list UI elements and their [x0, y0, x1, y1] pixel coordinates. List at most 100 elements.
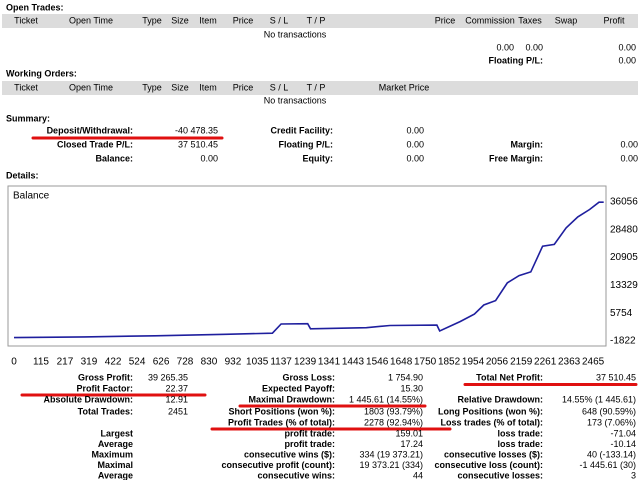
stat-label: Gross Loss: [282, 372, 335, 382]
stat-label: consecutive losses: [457, 470, 543, 480]
stat-label: Average [98, 439, 133, 449]
total-value: 0.00 [525, 42, 543, 52]
stat-label: Loss trades (% of total): [440, 417, 543, 427]
stat-value: 3 [631, 470, 636, 480]
stat-value: 2451 [168, 406, 188, 416]
x-tick-label: 1239 [294, 357, 317, 368]
field-value: 0.00 [200, 153, 218, 163]
total-value: 0.00 [618, 42, 636, 52]
section-title: Open Trades: [6, 2, 64, 12]
stat-value: -71.04 [610, 428, 636, 438]
chart-frame [7, 185, 607, 347]
stat-value: 2278 (92.94%) [364, 417, 423, 427]
x-tick-label: 1750 [414, 357, 437, 368]
column-header: Item [199, 82, 217, 92]
field-label: Free Margin: [489, 153, 543, 163]
stat-value: 334 (19 373.21) [359, 449, 423, 459]
x-tick-label: 422 [105, 357, 122, 368]
field-label: Equity: [303, 153, 334, 163]
x-tick-label: 2363 [558, 357, 581, 368]
section-title: Summary: [6, 113, 50, 123]
stat-value: 12.91 [165, 394, 188, 404]
y-tick-label: 13329 [610, 280, 638, 291]
stat-label: Long Positions (won %): [438, 406, 543, 416]
stat-value: -1 445.61 (30) [579, 460, 636, 470]
stat-value: 17.24 [400, 439, 423, 449]
section-title: Details: [6, 170, 39, 180]
x-tick-label: 1648 [390, 357, 413, 368]
stat-value: 39 265.35 [148, 372, 188, 382]
x-tick-label: 2261 [534, 357, 557, 368]
x-tick-label: 830 [201, 357, 218, 368]
field-value: 37 510.45 [178, 139, 218, 149]
field-label: Floating P/L: [279, 139, 334, 149]
stat-label: Short Positions (won %): [229, 406, 336, 416]
x-tick-label: 1443 [342, 357, 365, 368]
field-value: 0.00 [406, 139, 424, 149]
stat-value: 1803 (93.79%) [364, 406, 423, 416]
field-label: Balance: [95, 153, 133, 163]
stat-label: loss trade: [497, 439, 543, 449]
column-header: Open Time [69, 82, 113, 92]
stat-value: 40 (-133.14) [587, 449, 636, 459]
balance-line [13, 201, 604, 339]
stat-label: profit trade: [285, 439, 336, 449]
stat-label: Relative Drawdown: [457, 394, 543, 404]
stat-label: consecutive wins ($): [244, 449, 335, 459]
x-tick-label: 0 [11, 357, 17, 368]
column-header: S / L [270, 15, 289, 25]
stat-label: Total Net Profit: [476, 372, 543, 382]
column-header: Ticket [14, 15, 38, 25]
column-header: Commission [465, 15, 515, 25]
x-tick-label: 319 [81, 357, 98, 368]
header-bar [2, 81, 638, 95]
x-tick-label: 2056 [486, 357, 509, 368]
section-title: Working Orders: [6, 68, 77, 78]
stat-value: 22.37 [165, 383, 188, 393]
x-tick-label: 1341 [318, 357, 341, 368]
x-tick-label: 115 [33, 357, 49, 368]
stat-value: 44 [413, 470, 423, 480]
stat-label: Largest [100, 428, 133, 438]
field-label: Deposit/Withdrawal: [47, 125, 133, 135]
x-tick-label: 626 [153, 357, 170, 368]
y-tick-label: -1822 [610, 336, 636, 347]
column-header: Swap [555, 15, 578, 25]
column-header: Profit [603, 15, 625, 25]
stat-value: 19 373.21 (334) [359, 460, 423, 470]
column-header: T / P [307, 15, 326, 25]
stat-value: -10.14 [610, 439, 636, 449]
stat-label: Maximal [97, 460, 133, 470]
column-header: Type [142, 15, 162, 25]
stat-value: 173 (7.06%) [587, 417, 636, 427]
field-label: Margin: [511, 139, 544, 149]
column-header: Size [171, 15, 189, 25]
stat-label: Total Trades: [78, 406, 133, 416]
total-value: 0.00 [496, 42, 514, 52]
stat-label: Profit Trades (% of total): [228, 417, 335, 427]
column-header: T / P [307, 82, 326, 92]
stat-label: Maximum [91, 449, 133, 459]
column-header: Price [435, 15, 456, 25]
column-header: Type [142, 82, 162, 92]
stat-label: Gross Profit: [78, 372, 133, 382]
field-value: 0.00 [618, 55, 636, 65]
stat-value: 37 510.45 [596, 372, 636, 382]
stat-label: consecutive losses ($): [444, 449, 543, 459]
stat-label: consecutive profit (count): [221, 460, 335, 470]
column-header: Taxes [518, 15, 542, 25]
column-header: Price [233, 15, 254, 25]
x-tick-label: 2465 [582, 357, 605, 368]
x-tick-label: 217 [57, 357, 74, 368]
x-tick-label: 728 [177, 357, 194, 368]
chart-title: Balance [13, 191, 50, 202]
stat-label: Average [98, 470, 133, 480]
x-tick-label: 1546 [366, 357, 389, 368]
x-tick-label: 1954 [462, 357, 485, 368]
field-label: Credit Facility: [270, 125, 333, 135]
stat-value: 1 445.61 (14.55%) [349, 394, 423, 404]
x-tick-label: 1852 [438, 357, 461, 368]
header-bar [2, 14, 638, 28]
